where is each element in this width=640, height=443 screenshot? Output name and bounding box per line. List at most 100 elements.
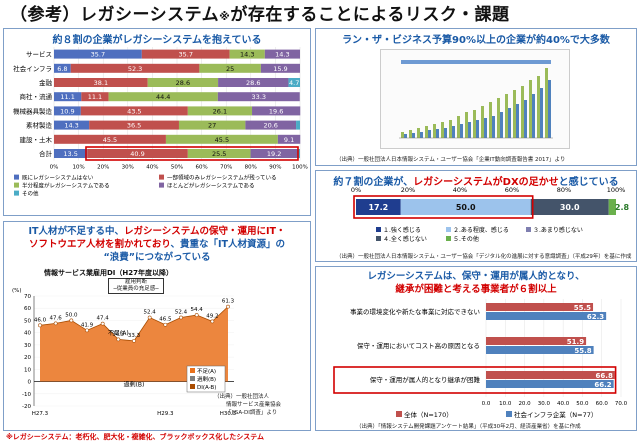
category-label: 事業の環境変化や新たな事業に対応できない [350,307,480,316]
legend-swatch [396,411,402,417]
legend-label: 過剰(B) [197,375,216,383]
bar-segment [356,199,401,215]
data-label: 46.0 [34,317,47,323]
data-label: 27 [208,122,216,130]
legend-label: ２.ある程度、感じる [453,226,509,234]
area-label-short: 不足(A) [108,330,129,337]
bar-segment [54,134,166,144]
data-label: 30.0 [560,203,580,212]
legacy-share-panel: 約８割の企業がレガシーシステムを抱えている 0% 10% 20% 30% 40% 50% 6… [3,28,311,216]
data-point [147,315,152,320]
x-tick-label: 60% [195,165,207,171]
panel4-source-l1: （出典）一般社団法人 [214,394,270,400]
bar-segment [288,78,300,87]
category-label: 商社・流通 [20,92,53,101]
panel3-heading-red: レガシーシステムがDXの足かせ [413,177,559,188]
data-label: 14.3 [64,122,78,130]
data-label: 62.3 [587,313,604,321]
data-point [210,319,215,324]
title-rest: が存在することによるリスク・課題 [230,5,510,25]
category-label: 金融 [39,78,53,87]
data-label: 15.9 [273,65,287,73]
bar-segment [178,120,246,130]
data-label: 55.8 [574,347,591,355]
data-label: 4.7 [289,79,299,87]
bar-segment [229,49,265,59]
bar-segment [54,120,90,130]
data-label: 13.5 [63,150,77,158]
it-talent-panel: IT人材が不足する中、レガシーシステムの保守・運用にIT・ ソフトウエア人材を割… [3,221,311,431]
data-label: 28.6 [246,79,260,87]
bar-segment [147,78,219,87]
category-label: サービス [26,50,52,59]
legend-label: その他 [22,190,39,198]
data-label: 9.1 [284,136,294,144]
y-tick-label: 10 [24,367,31,373]
bar-segment [187,149,251,158]
data-label: 33.3 [252,93,266,101]
data-label: 55.5 [574,304,591,312]
data-label: 52.3 [128,65,142,73]
x-tick-label: 100% [607,186,626,194]
bar-segment [250,149,298,158]
category-label: 社会インフラ [13,64,52,73]
panel1-heading: 約８割の企業がレガシーシステムを抱えている [52,35,262,46]
bar-segment [54,78,148,87]
x-tick-label: 0% [50,165,59,171]
employment-box-l1: 雇用判断 [124,279,147,285]
panel3-source: （出典）一般社団法人日本情報システム・ユーザー協会「デジタル化の進展に対する意識… [336,254,632,260]
x-tick-label: 100% [292,165,308,171]
employment-box: 雇用判断 ─従業員の充足感─ [108,278,164,294]
data-label: 41.9 [81,322,94,328]
p5-chart-svg: 0.0 10.0 20.0 30.0 40.0 50.0 60.0 70.0 事業の環境変化や新… [333,299,628,419]
y-tick-label: 60 [24,306,31,312]
legend-label: ５.その他 [453,235,479,243]
data-label: 35.7 [178,51,192,59]
data-label: 43.5 [127,107,141,115]
data-point [179,315,183,320]
bar-segment [54,92,82,102]
data-point [132,338,136,343]
data-point [69,318,74,323]
legend-label: 社会インフラ企業（N=77） [514,410,597,419]
bar-segment [54,149,88,158]
category-label: 合計 [39,149,53,158]
data-label: 35.7 [91,51,105,59]
bar-segment [297,149,300,158]
bar-segment [245,120,297,130]
panel4-source-l2: 情報サービス産業協会 [226,402,282,408]
legend-swatch [376,227,381,232]
x-tick-label: 10.0 [499,401,512,407]
bar-segment [187,106,253,116]
data-label: 20.6 [263,122,277,130]
panel5-heading-l1: レガシーシステムは、保守・運用が属人的となり、 [367,271,585,282]
x-tick-label: 10% [72,165,84,171]
data-label: 14.3 [240,51,254,59]
bar-segment [108,92,218,102]
data-label: 47.4 [97,316,110,322]
data-label: 19.6 [269,107,283,115]
x-tick-label: 20.0 [518,401,531,407]
data-label: 6.8 [57,65,67,73]
bar-segment [264,49,300,59]
x-tick-label: 90% [269,165,281,171]
bar-segment [80,106,188,116]
data-label: 14.3 [275,51,289,59]
panel3-heading-a: 約７割の企業が、 [333,177,414,188]
data-label: 50.0 [456,203,476,212]
shortage-area [40,306,228,382]
legend-swatch [159,174,164,180]
data-label: 17.2 [368,203,388,212]
y-tick-label: 70 [24,294,31,300]
y-tick-label: 40 [24,331,31,337]
panel4-heading-l2-red: ソフトウエア人材を割かれており [28,239,171,250]
bar-segment [54,106,81,116]
bar-segment [81,92,109,102]
data-label: 50.0 [65,312,78,318]
bar [486,346,594,354]
bar-segment [54,49,142,59]
title-main: （参考）レガシーシステム [10,5,220,25]
data-label: 10.9 [60,107,74,115]
bar [486,371,615,379]
data-label: 36.5 [127,122,141,130]
